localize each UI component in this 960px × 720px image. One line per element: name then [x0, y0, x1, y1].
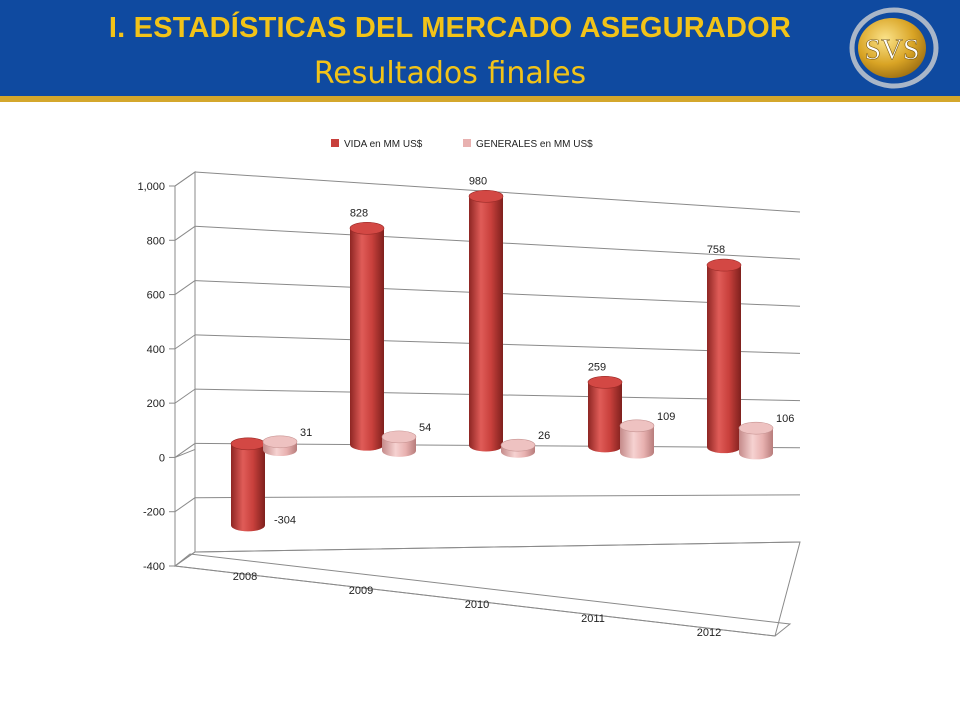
y-tick-label: -200 [143, 507, 165, 519]
x-category-label: 2011 [581, 613, 605, 625]
vida-data-label: 259 [588, 361, 606, 373]
slide-title: I. ESTADÍSTICAS DEL MERCADO ASEGURADOR [108, 12, 792, 44]
side-wall [174, 171, 196, 567]
generales-bar-body [739, 428, 773, 460]
vida-bar-body [469, 196, 503, 452]
generales-bar [738, 421, 774, 460]
logo-ring [849, 7, 939, 89]
vida-bar-body [231, 443, 265, 532]
gridline-side [174, 225, 196, 241]
x-category-label: 2009 [349, 585, 373, 597]
generales-bar [619, 419, 655, 459]
generales-data-label: 26 [538, 430, 550, 442]
generales-data-label: 106 [776, 413, 794, 425]
vida-bar-cap [349, 222, 385, 235]
generales-data-label: 31 [300, 427, 312, 439]
gridline-side [174, 171, 196, 187]
legend-swatch-generales [463, 139, 471, 147]
generales-data-label: 54 [419, 422, 431, 434]
generales-bar [500, 438, 536, 458]
chart-grid [169, 171, 801, 637]
y-tick-label: 600 [147, 290, 165, 302]
generales-bar-body [620, 425, 654, 459]
legend-label-generales: GENERALES en MM US$ [476, 139, 593, 150]
gridline [194, 494, 801, 499]
results-chart: VIDA en MM US$ GENERALES en MM US$ -400 -2… [137, 139, 801, 639]
generales-bar-cap [381, 430, 417, 444]
chart-labels: -400 -200 0 200 400 600 800 1,000 -304 31 2008 828 5… [137, 175, 794, 639]
y-tick-label: 1,000 [137, 181, 165, 193]
logo-text: SVS [864, 33, 919, 66]
generales-bar [381, 430, 417, 457]
y-tick-label: 0 [159, 452, 165, 464]
slide-subtitle: Resultados finales [313, 56, 587, 91]
vida-data-label: 828 [350, 207, 368, 219]
x-category-label: 2010 [465, 599, 489, 611]
vida-bar-cap [587, 376, 623, 389]
vida-bar-body [588, 382, 622, 453]
vida-bar [230, 437, 266, 532]
gridline-side [174, 497, 196, 513]
vida-bar [468, 190, 504, 452]
gridline-side [174, 388, 196, 404]
y-tick-label: 200 [147, 398, 165, 410]
svs-logo: SVS [849, 7, 939, 89]
vida-data-label: 980 [469, 175, 487, 187]
y-tick-label: 400 [147, 344, 165, 356]
vida-bar-cap [706, 258, 742, 272]
y-tick-label: -400 [143, 561, 165, 573]
vida-bar [349, 222, 385, 451]
vida-bar [587, 376, 623, 453]
vida-bar-cap [230, 437, 266, 451]
chart-legend: VIDA en MM US$ GENERALES en MM US$ [331, 139, 593, 150]
generales-data-label: 109 [657, 411, 675, 423]
slide-header [0, 0, 960, 102]
generales-bar [262, 435, 298, 457]
generales-bar-cap [262, 435, 298, 449]
generales-bar-cap [738, 421, 774, 435]
generales-bar-cap [619, 419, 655, 433]
logo-disc [858, 18, 926, 78]
generales-bar-cap [500, 438, 536, 452]
vida-bar-body [350, 228, 384, 451]
gridline-side [174, 443, 196, 458]
gridline-side [174, 334, 196, 350]
chart-bars [230, 190, 774, 532]
x-category-label: 2008 [233, 571, 257, 583]
vida-bar-body [707, 265, 741, 454]
legend-swatch-vida [331, 139, 339, 147]
y-tick-label: 800 [147, 235, 165, 247]
legend-label-vida: VIDA en MM US$ [344, 139, 423, 150]
vida-data-label: 758 [707, 244, 725, 256]
x-axis-strip [173, 553, 792, 637]
gridline-side [174, 280, 196, 295]
vida-bar-cap [468, 190, 504, 203]
vida-data-label: -304 [274, 514, 296, 526]
gridline [194, 541, 801, 553]
vida-bar [706, 258, 742, 454]
zero-tick [174, 448, 196, 458]
x-category-label: 2012 [697, 627, 721, 639]
